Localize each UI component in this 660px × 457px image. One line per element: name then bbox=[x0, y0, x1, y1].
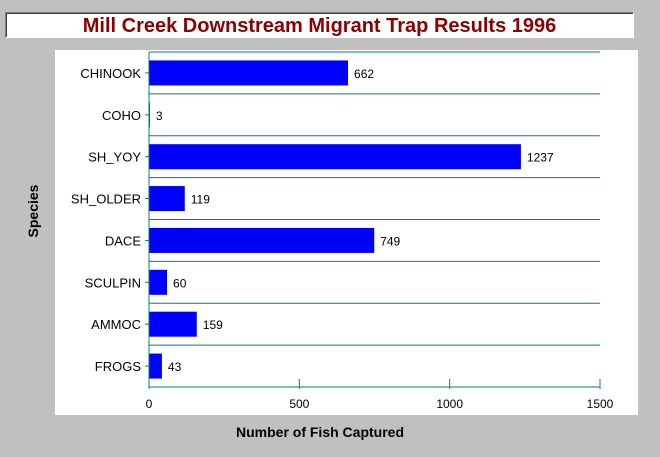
y-axis-label: Species bbox=[25, 184, 41, 238]
bar bbox=[149, 227, 375, 253]
data-label: 119 bbox=[191, 193, 210, 207]
category-label: FROGS bbox=[95, 359, 142, 374]
x-tick-label: 500 bbox=[289, 397, 309, 411]
chart-title-box: Mill Creek Downstream Migrant Trap Resul… bbox=[5, 12, 634, 38]
category-label: CHINOOK bbox=[80, 66, 141, 81]
category-label: SH_OLDER bbox=[71, 192, 141, 207]
data-label: 60 bbox=[173, 276, 187, 290]
category-label: DACE bbox=[105, 233, 141, 248]
labels: CHINOOK 662 COHO 3 SH_YOY 1237 SH_OLDER 119 DACE… bbox=[71, 66, 614, 411]
data-label: 159 bbox=[203, 318, 223, 332]
x-tick-label: 1000 bbox=[436, 397, 463, 411]
category-label: AMMOC bbox=[91, 317, 141, 332]
bar bbox=[149, 311, 197, 337]
bars bbox=[149, 60, 521, 379]
bar bbox=[149, 144, 521, 170]
bar bbox=[149, 186, 185, 212]
x-tick-label: 0 bbox=[146, 397, 153, 411]
data-label: 749 bbox=[380, 234, 400, 248]
category-label: SH_YOY bbox=[88, 150, 141, 165]
data-label: 3 bbox=[156, 109, 163, 123]
category-label: COHO bbox=[102, 108, 141, 123]
x-axis-label: Number of Fish Captured bbox=[235, 424, 405, 440]
category-label: SCULPIN bbox=[85, 275, 141, 290]
bar bbox=[149, 269, 168, 295]
data-label: 1237 bbox=[527, 151, 554, 165]
axes bbox=[145, 52, 601, 389]
chart-title: Mill Creek Downstream Migrant Trap Resul… bbox=[82, 15, 557, 37]
x-tick-label: 1500 bbox=[587, 397, 614, 411]
data-label: 662 bbox=[354, 67, 374, 81]
bar bbox=[149, 60, 349, 86]
bar bbox=[149, 353, 162, 379]
data-label: 43 bbox=[168, 360, 182, 374]
